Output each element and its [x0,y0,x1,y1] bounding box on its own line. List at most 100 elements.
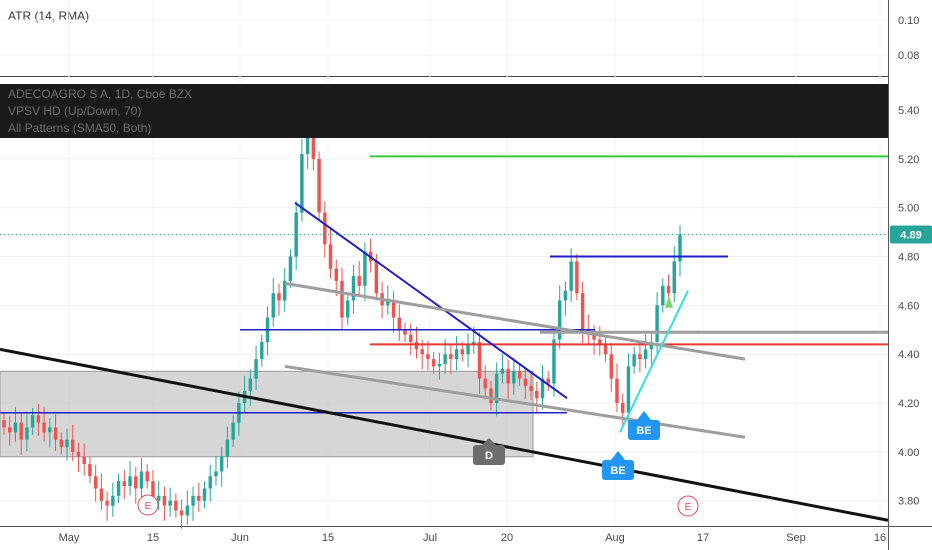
candle-body [672,261,676,294]
candle-body [552,339,556,384]
time-tick-label: Jul [423,532,437,544]
channel-upper-line [284,281,746,361]
candle-body [179,510,184,516]
candle-body [174,500,178,511]
support-zone [0,370,534,458]
candlestick-series [2,109,682,529]
price-tick-label: 4.40 [898,349,919,361]
candle-body [598,339,602,345]
candle-body [661,285,665,306]
badge-box [628,420,660,440]
candle-body [8,427,12,433]
candle-body [260,341,264,360]
time-tick-label: 20 [501,532,513,544]
candle-body [168,500,172,506]
candle-body [30,415,35,428]
price-tick-label: 4.80 [898,252,919,264]
badge-label: BE [636,425,651,437]
badge-label: D [485,450,493,462]
candle-body [340,280,344,318]
candle-body [197,495,201,501]
time-tick-label: Aug [605,532,625,544]
candle-body [328,244,333,269]
candle-body [111,495,115,506]
candle-body [317,158,321,213]
pattern-badge-be[interactable]: BE [628,411,660,440]
candle-body [472,341,476,345]
candle-body [65,439,69,447]
candle-body [426,354,430,360]
legend-band [0,84,888,138]
candle-body [2,420,6,428]
candle-body [254,359,258,379]
candle-body [151,481,155,501]
candle-body [449,354,453,360]
candle-body [397,317,402,330]
candle-body [494,373,499,404]
candle-body [48,427,52,433]
candle-body [76,451,81,457]
earnings-label: E [145,501,152,512]
candle-body [156,495,161,501]
candle-body [19,422,23,440]
candle-body [603,344,608,355]
candle-body [454,349,459,360]
candle-body [386,300,390,306]
pattern-badge-be[interactable]: BE [602,451,634,480]
candle-body [128,476,132,487]
candle-body [214,471,218,477]
pattern-badge-d[interactable]: D [473,438,505,465]
candle-body [580,293,585,330]
earnings-circle [677,495,699,517]
candle-body [678,234,682,262]
candle-body [506,368,510,384]
time-tick-label: Jun [231,532,249,544]
candle-body [649,341,654,350]
candle-body [277,293,281,301]
candle-body [409,334,413,342]
earnings-marker[interactable]: E [137,494,159,516]
candle-body [231,422,235,440]
price-tick-label: 5.00 [898,203,919,215]
candle-body [466,344,470,355]
badge-label: BE [610,465,625,477]
candle-body [431,359,436,367]
time-tick-label: 17 [697,532,709,544]
candle-body [357,276,361,286]
candle-body [82,456,86,465]
candle-body [105,500,109,506]
candle-body [36,415,41,423]
candle-body [437,363,442,367]
candle-body [145,471,149,482]
candle-body [13,422,18,433]
price-axis[interactable]: 5.40 5.20 5.00 4.80 4.60 4.40 4.20 4.00 3.80 [898,105,919,508]
candle-body [655,305,659,342]
candle-body [300,153,304,213]
time-axis[interactable]: May 15 Jun 15 Jul 20 Aug 17 Sep 16 [59,532,887,544]
candle-body [191,495,195,506]
indicator-axis: 0.10 0.08 [898,15,919,62]
candle-body [225,439,230,457]
last-price-label: 4.89 [900,230,921,242]
candle-body [93,476,98,489]
candle-body [638,354,642,360]
candle-body [483,378,487,389]
indicator-tick-label: 0.10 [898,15,919,27]
up-arrow-marker [665,295,673,308]
candle-body [219,456,224,472]
price-tick-label: 4.20 [898,398,919,410]
earnings-marker[interactable]: E [677,495,699,517]
candle-body [323,212,327,245]
pattern-badges[interactable]: BE BE D E E [137,411,699,517]
candle-body [575,261,579,294]
candle-body [443,354,447,364]
candle-body [305,122,310,154]
candle-body [632,354,636,367]
candle-body [311,122,316,159]
atr-indicator-label: ATR (14, RMA) [8,9,89,23]
candle-body [540,378,545,399]
candle-body [288,256,293,281]
candle-body [666,285,671,294]
channel-lower-line [284,364,746,439]
